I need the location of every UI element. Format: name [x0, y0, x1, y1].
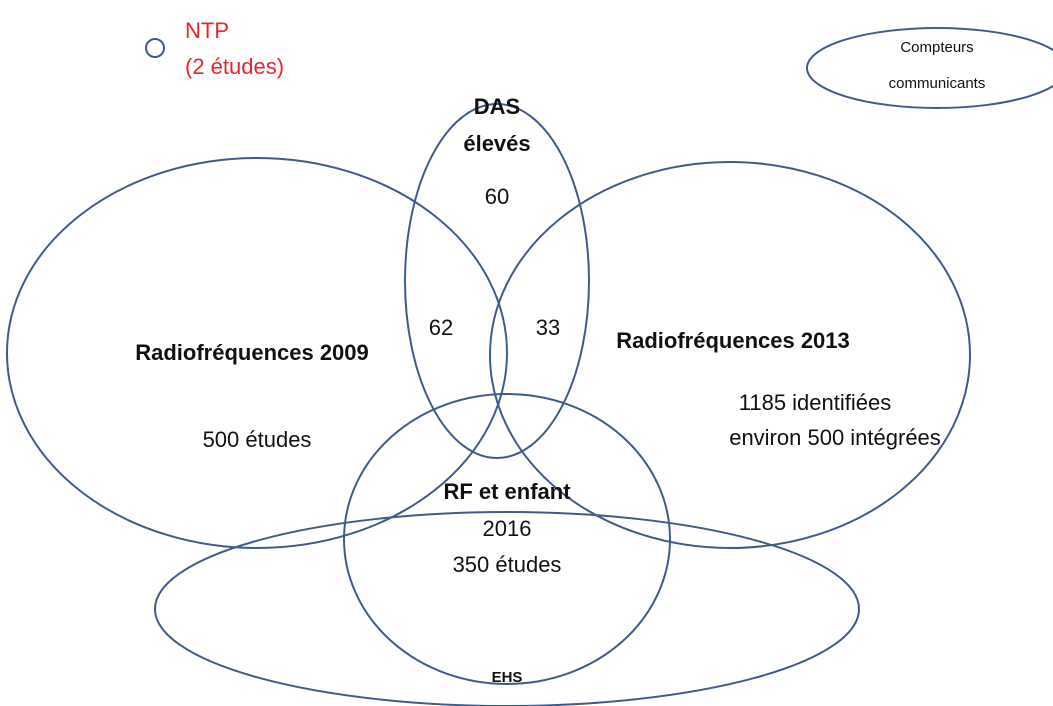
set-label: RF et enfant — [443, 479, 571, 504]
set-count: environ 500 intégrées — [729, 425, 941, 450]
set-count: 60 — [485, 184, 509, 209]
ntp-title: NTP — [185, 18, 229, 43]
set-label: Radiofréquences 2009 — [135, 340, 369, 365]
set-label: Radiofréquences 2013 — [616, 328, 850, 353]
intersection-count: 33 — [536, 315, 560, 340]
ntp-subtitle: (2 études) — [185, 54, 284, 79]
compteurs-ellipse — [806, 27, 1053, 109]
set-label: communicants — [889, 75, 986, 92]
set-label: DAS — [474, 94, 520, 119]
set-count: 1185 identifiées — [739, 390, 892, 415]
set-year: 2016 — [483, 516, 532, 541]
set-label: Compteurs — [900, 39, 973, 56]
set-label: EHS — [492, 669, 523, 686]
rf2013-ellipse — [489, 161, 971, 549]
ehs-ellipse — [154, 511, 860, 706]
set-count: 350 études — [453, 552, 562, 577]
set-count: 500 études — [203, 427, 312, 452]
intersection-count: 62 — [429, 315, 453, 340]
set-label: élevés — [463, 131, 530, 156]
das-ellipse — [404, 103, 590, 459]
rf-enfant-ellipse — [343, 393, 671, 685]
ntp-circle — [145, 38, 165, 58]
rf2009-ellipse — [6, 157, 508, 549]
